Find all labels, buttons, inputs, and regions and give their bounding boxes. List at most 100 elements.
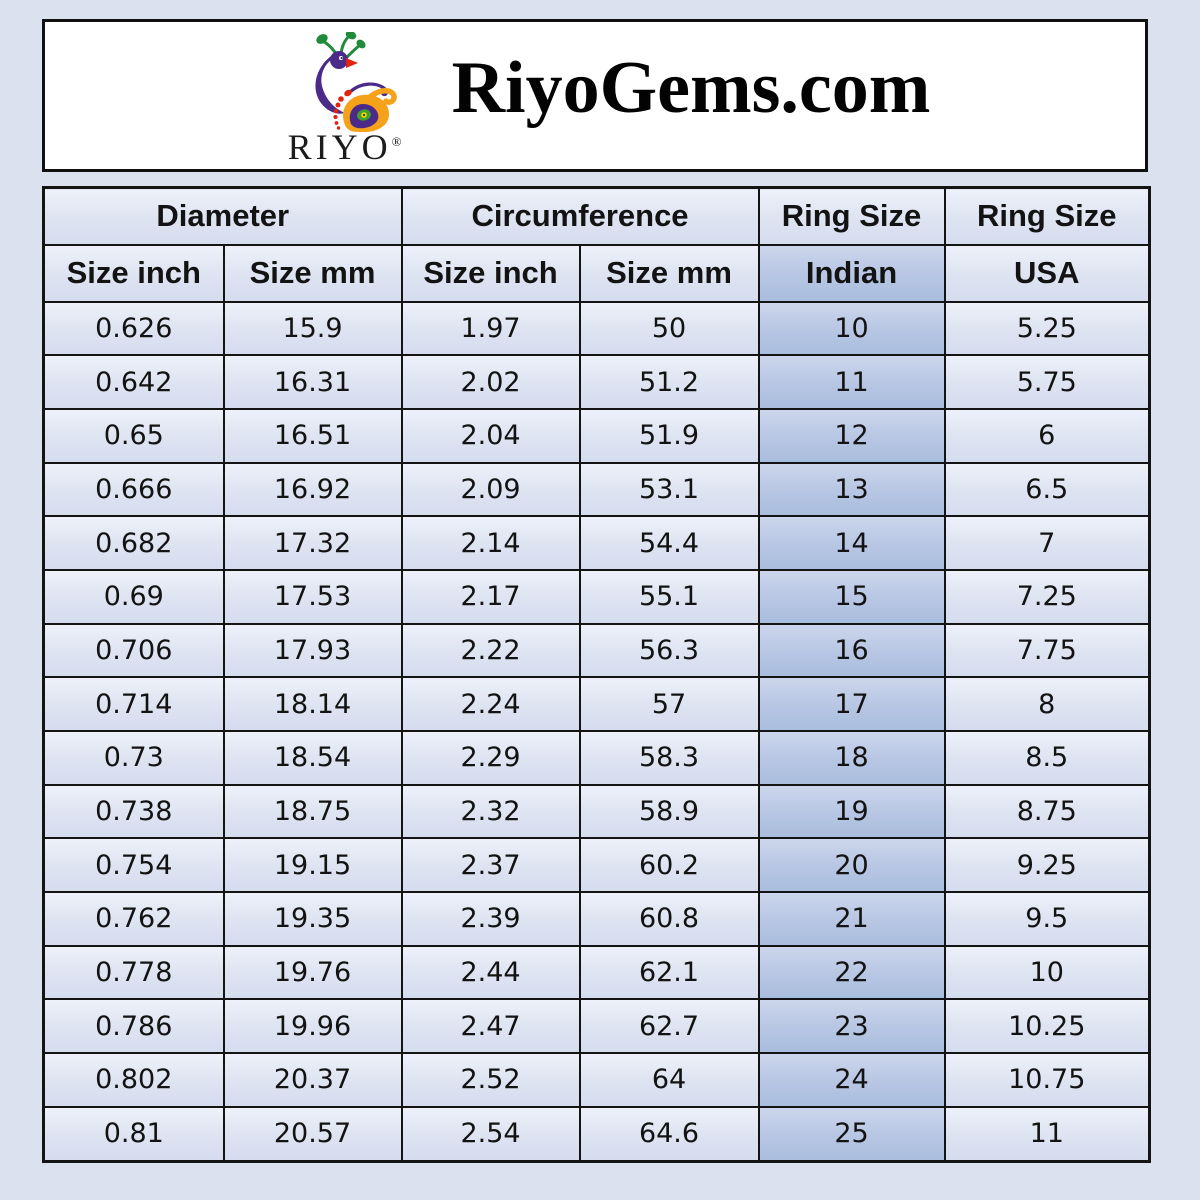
cell: 8.5 xyxy=(943,730,1151,786)
cell: 19.15 xyxy=(222,837,403,894)
column-header-circumference-inch: Size inch xyxy=(400,243,581,303)
cell: 0.682 xyxy=(42,515,225,571)
cell: 20.37 xyxy=(222,1052,403,1108)
cell-indian-ring-size: 22 xyxy=(757,944,946,1001)
cell: 0.738 xyxy=(42,783,225,840)
cell: 0.65 xyxy=(42,407,225,464)
cell: 0.642 xyxy=(42,354,225,410)
site-title: RiyoGems.com xyxy=(451,47,931,129)
cell-indian-ring-size: 17 xyxy=(757,676,946,732)
cell: 16.31 xyxy=(222,354,403,410)
table-row: 0.69 17.53 2.17 55.1 15 7.25 xyxy=(42,568,1151,625)
cell-indian-ring-size: 25 xyxy=(757,1105,946,1163)
cell: 0.802 xyxy=(42,1052,225,1108)
cell-indian-ring-size: 13 xyxy=(757,461,946,518)
cell: 18.14 xyxy=(222,676,403,732)
cell: 50 xyxy=(578,300,760,357)
cell: 53.1 xyxy=(578,461,760,518)
column-header-diameter-mm: Size mm xyxy=(222,243,403,303)
cell: 64.6 xyxy=(578,1105,760,1163)
cell: 0.73 xyxy=(42,730,225,786)
group-header-ring-size-usa: Ring Size xyxy=(943,186,1151,246)
table-row: 0.682 17.32 2.14 54.4 14 7 xyxy=(42,515,1151,571)
cell: 0.762 xyxy=(42,891,225,947)
cell: 18.75 xyxy=(222,783,403,840)
logo-text: RIYO xyxy=(287,127,392,168)
cell-indian-ring-size: 24 xyxy=(757,1052,946,1108)
cell-indian-ring-size: 18 xyxy=(757,730,946,786)
group-header-ring-size-indian: Ring Size xyxy=(757,186,946,246)
cell: 64 xyxy=(578,1052,760,1108)
cell: 51.2 xyxy=(578,354,760,410)
cell: 1.97 xyxy=(400,300,581,357)
cell: 15.9 xyxy=(222,300,403,357)
cell: 17.53 xyxy=(222,568,403,625)
cell: 18.54 xyxy=(222,730,403,786)
table-row: 0.802 20.37 2.52 64 24 10.75 xyxy=(42,1052,1151,1108)
cell: 2.14 xyxy=(400,515,581,571)
cell: 10 xyxy=(943,944,1151,1001)
cell: 2.17 xyxy=(400,568,581,625)
cell: 7.75 xyxy=(943,622,1151,679)
cell: 55.1 xyxy=(578,568,760,625)
cell: 2.47 xyxy=(400,998,581,1055)
cell: 2.22 xyxy=(400,622,581,679)
cell: 5.75 xyxy=(943,354,1151,410)
cell-indian-ring-size: 23 xyxy=(757,998,946,1055)
group-header-diameter: Diameter xyxy=(42,186,403,246)
cell: 9.5 xyxy=(943,891,1151,947)
cell: 62.1 xyxy=(578,944,760,1001)
cell: 9.25 xyxy=(943,837,1151,894)
cell: 0.81 xyxy=(42,1105,225,1163)
cell: 19.35 xyxy=(222,891,403,947)
table-row: 0.626 15.9 1.97 50 10 5.25 xyxy=(42,300,1151,357)
cell: 2.37 xyxy=(400,837,581,894)
cell: 19.76 xyxy=(222,944,403,1001)
cell: 6.5 xyxy=(943,461,1151,518)
cell: 2.52 xyxy=(400,1052,581,1108)
table-row: 0.706 17.93 2.22 56.3 16 7.75 xyxy=(42,622,1151,679)
cell: 20.57 xyxy=(222,1105,403,1163)
table-row: 0.714 18.14 2.24 57 17 8 xyxy=(42,676,1151,732)
cell: 2.04 xyxy=(400,407,581,464)
cell-indian-ring-size: 16 xyxy=(757,622,946,679)
cell: 2.44 xyxy=(400,944,581,1001)
cell: 60.8 xyxy=(578,891,760,947)
table-row: 0.65 16.51 2.04 51.9 12 6 xyxy=(42,407,1151,464)
table-row: 0.754 19.15 2.37 60.2 20 9.25 xyxy=(42,837,1151,894)
group-header-circumference: Circumference xyxy=(400,186,760,246)
cell: 2.39 xyxy=(400,891,581,947)
cell: 10.75 xyxy=(943,1052,1151,1108)
table-row: 0.666 16.92 2.09 53.1 13 6.5 xyxy=(42,461,1151,518)
riyo-logo: RIYO® xyxy=(260,32,430,165)
cell: 2.02 xyxy=(400,354,581,410)
cell: 2.24 xyxy=(400,676,581,732)
cell-indian-ring-size: 15 xyxy=(757,568,946,625)
logo-wordmark: RIYO® xyxy=(288,129,402,165)
column-header-diameter-inch: Size inch xyxy=(42,243,225,303)
header: RIYO® RiyoGems.com xyxy=(42,19,1148,172)
cell: 8.75 xyxy=(943,783,1151,840)
cell: 0.714 xyxy=(42,676,225,732)
cell: 56.3 xyxy=(578,622,760,679)
cell-indian-ring-size: 20 xyxy=(757,837,946,894)
cell-indian-ring-size: 12 xyxy=(757,407,946,464)
cell: 8 xyxy=(943,676,1151,732)
cell: 62.7 xyxy=(578,998,760,1055)
table-row: 0.786 19.96 2.47 62.7 23 10.25 xyxy=(42,998,1151,1055)
table-row: 0.81 20.57 2.54 64.6 25 11 xyxy=(42,1105,1151,1163)
cell: 60.2 xyxy=(578,837,760,894)
cell: 2.32 xyxy=(400,783,581,840)
cell: 57 xyxy=(578,676,760,732)
cell: 7.25 xyxy=(943,568,1151,625)
cell: 0.786 xyxy=(42,998,225,1055)
cell: 6 xyxy=(943,407,1151,464)
table-row: 0.778 19.76 2.44 62.1 22 10 xyxy=(42,944,1151,1001)
column-header-indian: Indian xyxy=(757,243,946,303)
peacock-icon xyxy=(315,32,397,133)
table-row: 0.73 18.54 2.29 58.3 18 8.5 xyxy=(42,730,1151,786)
cell: 0.706 xyxy=(42,622,225,679)
cell: 17.93 xyxy=(222,622,403,679)
cell: 2.09 xyxy=(400,461,581,518)
column-header-row: Size inch Size mm Size inch Size mm Indi… xyxy=(42,243,1151,303)
